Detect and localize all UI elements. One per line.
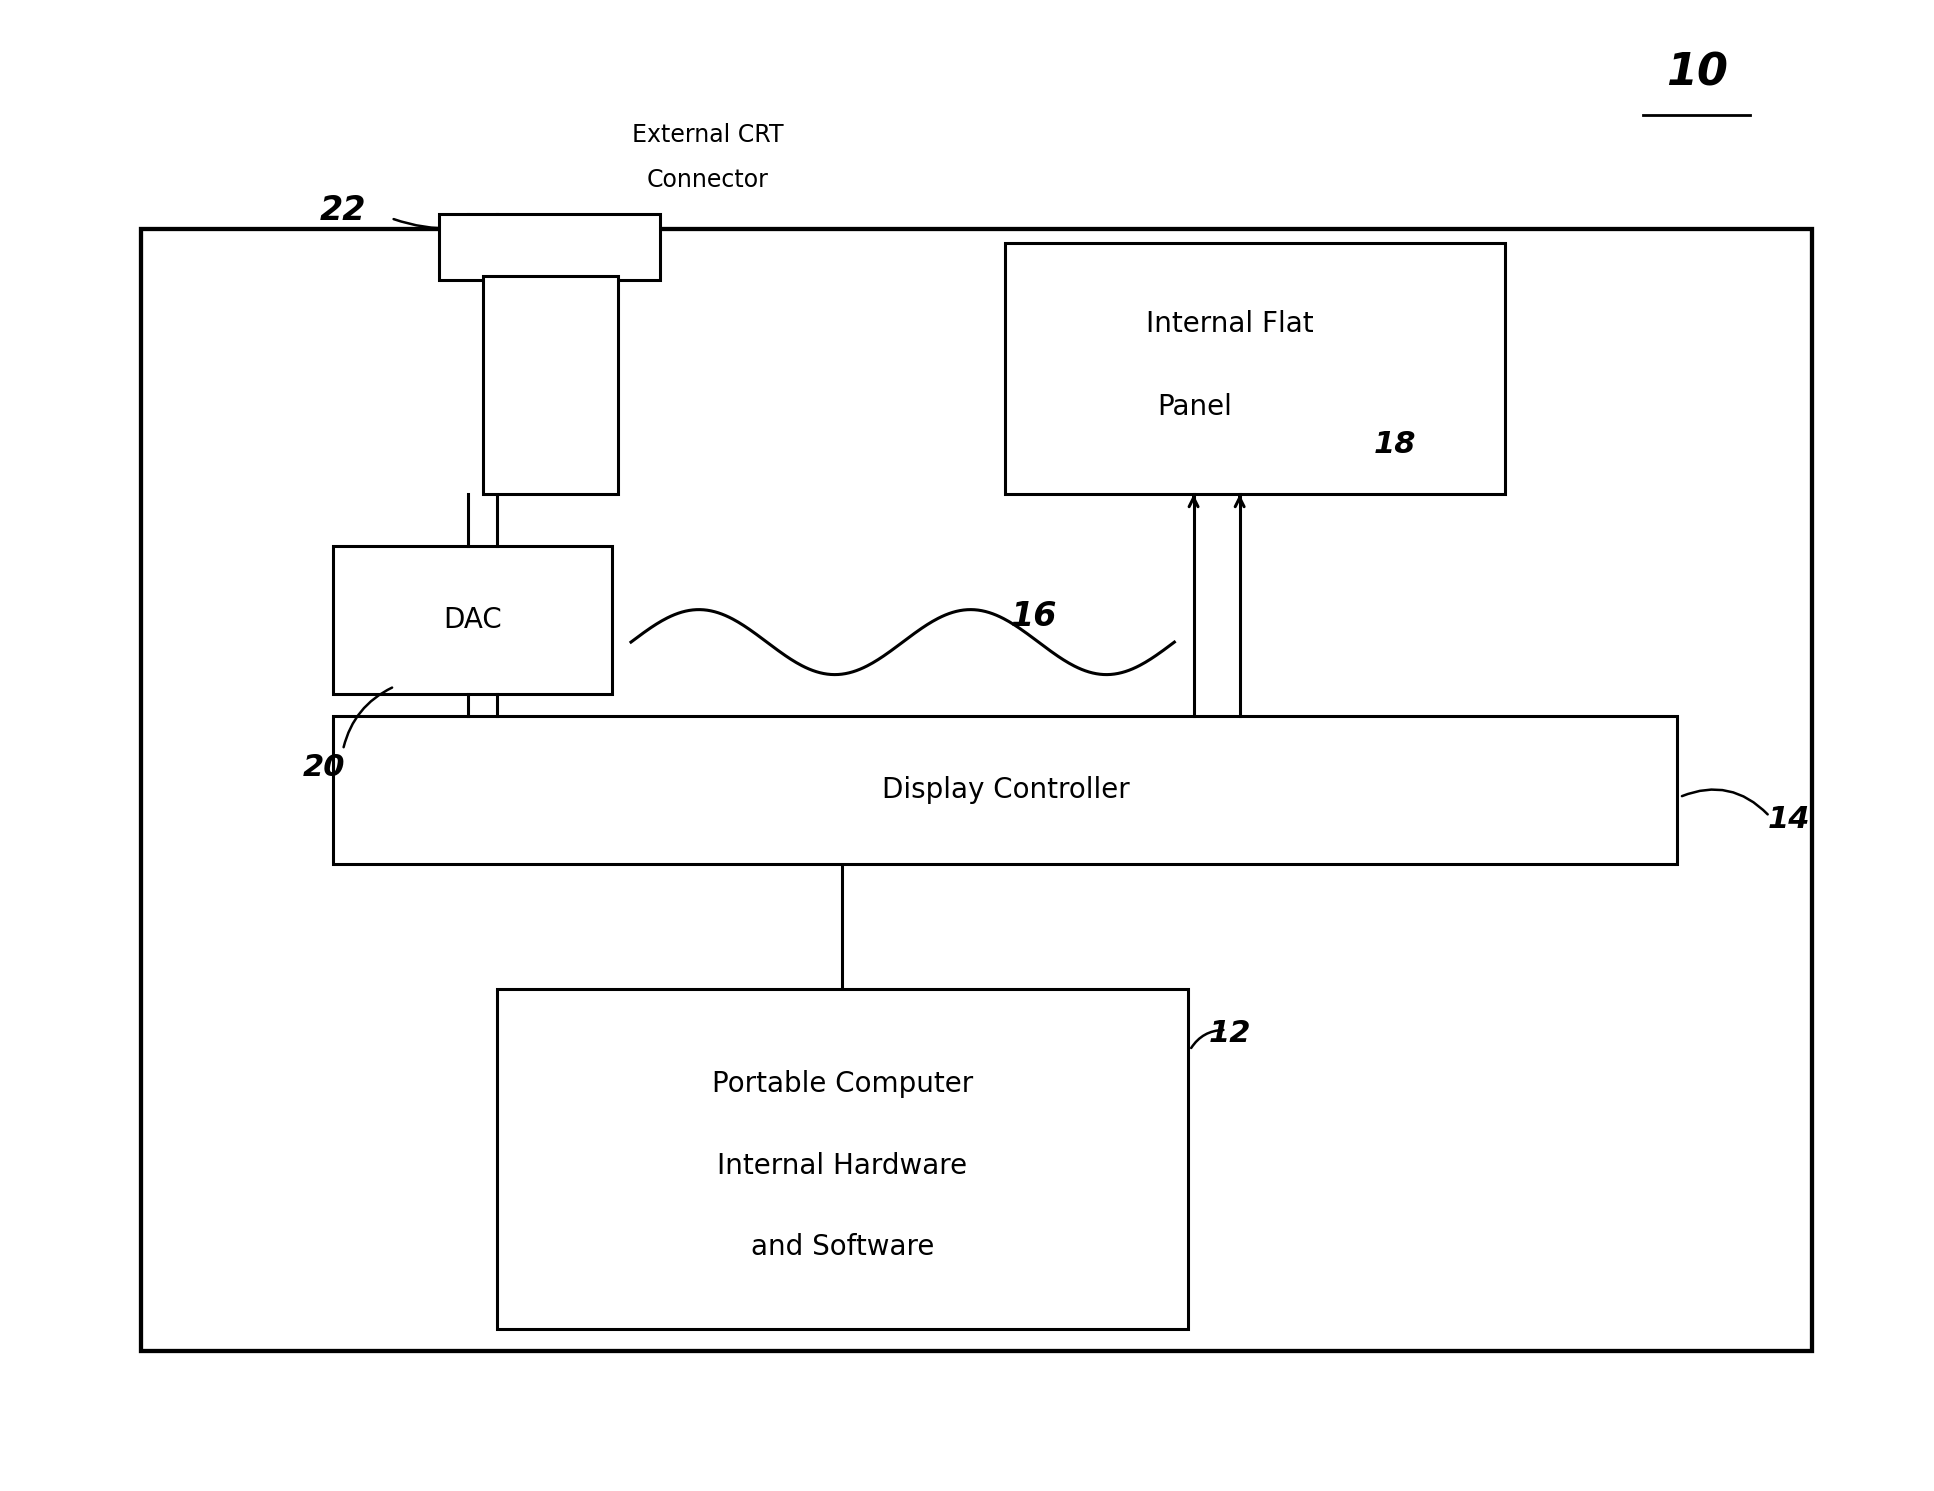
- Text: 14: 14: [1768, 805, 1810, 833]
- Text: 10: 10: [1665, 52, 1727, 95]
- Text: Panel: Panel: [1158, 392, 1232, 420]
- Bar: [141, 228, 1812, 1351]
- Bar: [497, 989, 1187, 1328]
- Text: 22: 22: [319, 194, 366, 227]
- Text: Internal Flat: Internal Flat: [1147, 310, 1313, 337]
- Text: 20: 20: [302, 753, 344, 783]
- Bar: [1006, 243, 1505, 495]
- Text: 12: 12: [1209, 1018, 1251, 1048]
- Text: External CRT: External CRT: [632, 124, 783, 148]
- Text: and Software: and Software: [750, 1233, 934, 1261]
- Bar: [333, 716, 1677, 863]
- Text: DAC: DAC: [443, 605, 503, 634]
- Text: Display Controller: Display Controller: [882, 775, 1129, 804]
- Text: Connector: Connector: [646, 168, 768, 192]
- Bar: [333, 546, 611, 693]
- Bar: [439, 213, 659, 280]
- Text: Internal Hardware: Internal Hardware: [718, 1153, 967, 1179]
- Text: 18: 18: [1373, 429, 1416, 459]
- Text: 16: 16: [1011, 601, 1058, 634]
- Text: Portable Computer: Portable Computer: [712, 1071, 973, 1099]
- Bar: [484, 276, 617, 495]
